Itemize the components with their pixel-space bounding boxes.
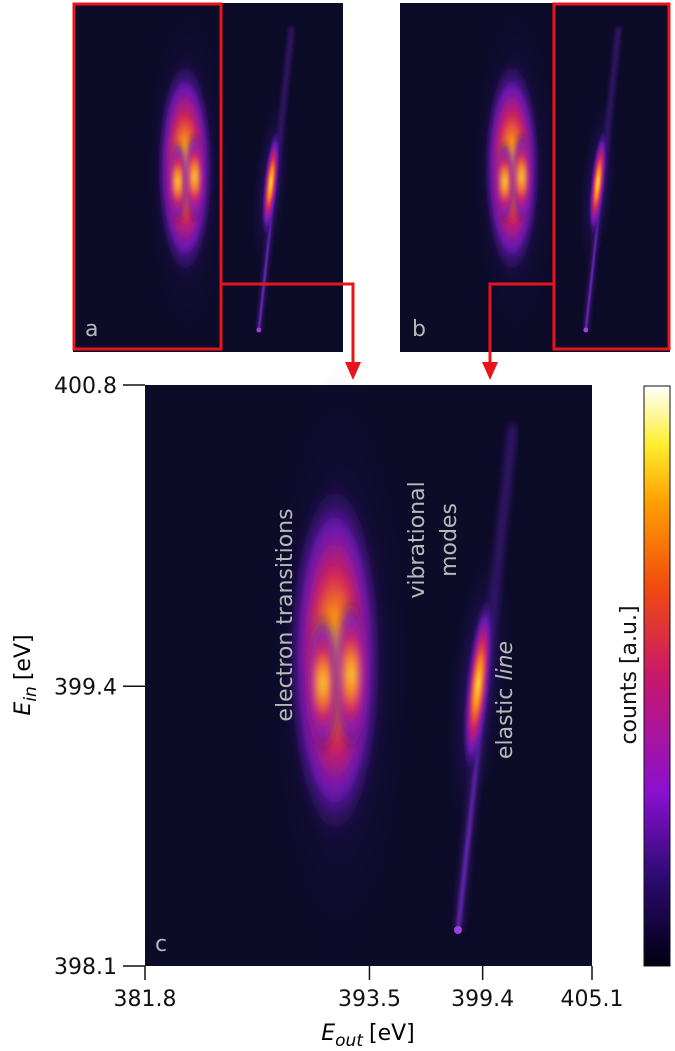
arrow-head — [482, 362, 498, 380]
annotation: vibrational — [405, 481, 430, 598]
y-tick-label: 400.8 — [54, 374, 117, 399]
annotation: modes — [437, 503, 462, 577]
connector-arrow — [488, 282, 553, 365]
panel-label: b — [412, 317, 426, 342]
panel-label: c — [155, 932, 167, 957]
annotation-text: elastic — [493, 688, 518, 759]
highlight-box — [552, 2, 671, 351]
annotation: elastic line — [493, 641, 518, 759]
highlight-box — [72, 2, 223, 351]
y-tick-label: 398.1 — [54, 955, 117, 980]
annotation-text: line — [493, 641, 518, 681]
axis-symbol: E — [321, 1021, 335, 1046]
x-tick-label: 393.5 — [338, 987, 401, 1012]
annotation: electron transitions — [273, 508, 298, 721]
axis-symbol: E — [11, 702, 36, 716]
axis-unit: [eV] — [369, 1021, 415, 1046]
x-tick-label: 405.1 — [561, 987, 624, 1012]
connector-arrow — [222, 282, 355, 365]
axis-subscript: in — [21, 686, 41, 702]
panel-a — [73, 3, 343, 352]
colorbar-label: counts [a.u.] — [617, 605, 642, 744]
x-axis-label: Eout [eV] — [321, 1021, 415, 1051]
main-plot — [145, 365, 592, 966]
y-tick-label: 399.4 — [54, 675, 117, 700]
panel-b — [400, 3, 670, 352]
x-tick-label: 399.4 — [451, 987, 514, 1012]
axis-subscript: out — [335, 1031, 364, 1051]
y-axis-label: Ein [eV] — [11, 634, 41, 715]
x-tick-label: 381.8 — [114, 987, 177, 1012]
colorbar — [643, 385, 671, 967]
axis-unit: [eV] — [11, 634, 36, 680]
panel-label: a — [85, 317, 98, 342]
